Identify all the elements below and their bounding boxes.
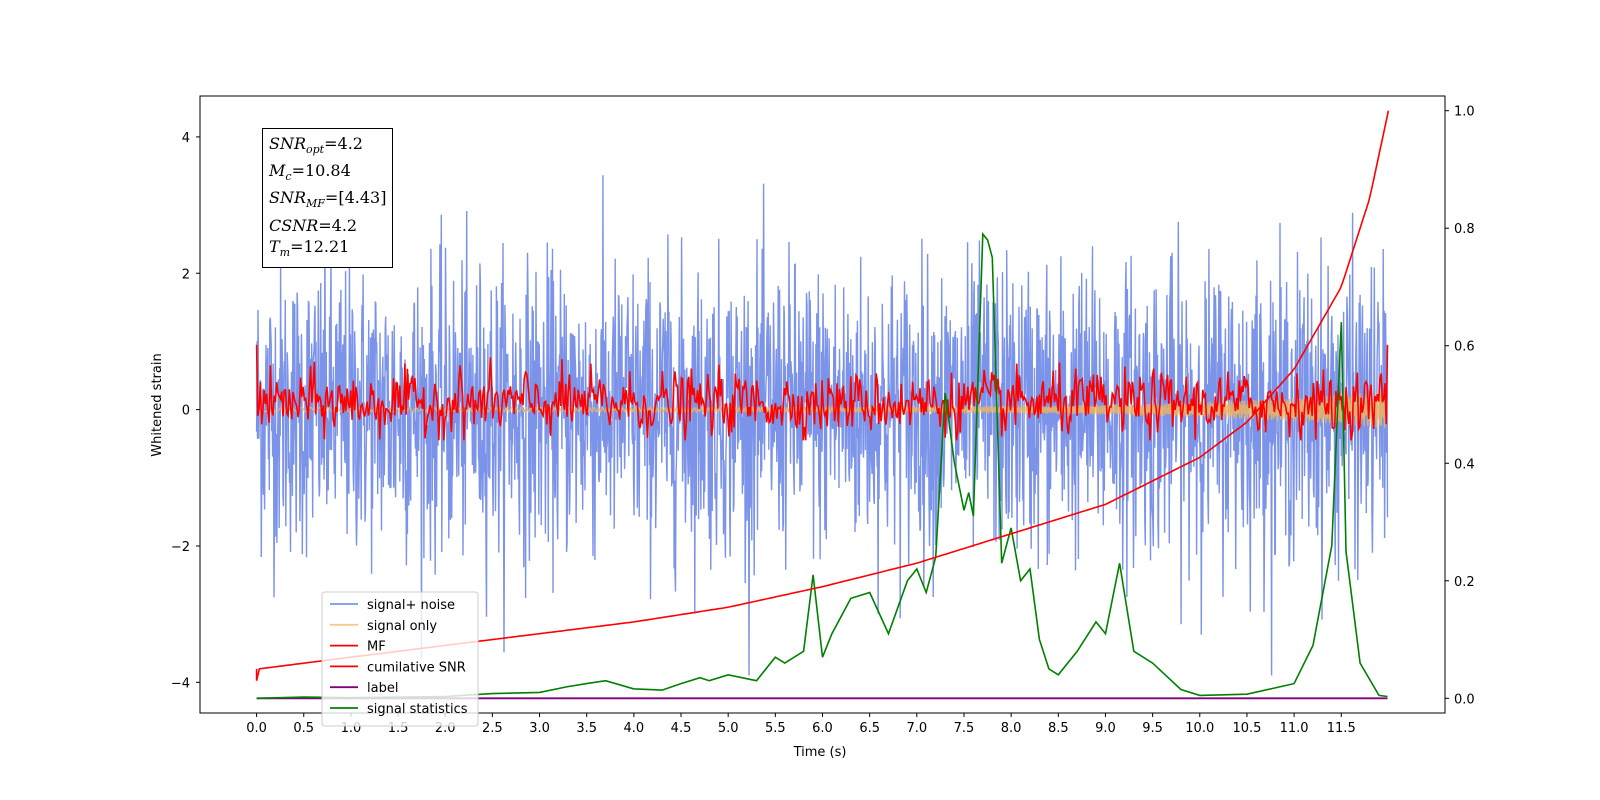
legend-entry: label [367,681,398,696]
annotation-line: CSNR=4.2 [269,215,358,235]
x-tick-label: 3.5 [576,721,597,736]
y-tick-label: 0 [182,404,190,419]
series-signal-noise [255,175,1389,676]
legend-entry: MF [367,640,386,655]
x-tick-label: 11.0 [1280,721,1309,736]
y2-tick-label: 1.0 [1454,105,1475,120]
x-tick-label: 3.0 [529,721,550,736]
x-tick-label: 2.5 [482,721,503,736]
x-tick-label: 4.0 [624,721,645,736]
y-tick-label: −2 [171,540,190,555]
x-tick-label: 0.0 [246,721,267,736]
x-tick-label: 8.5 [1048,721,1069,736]
y2-tick-label: 0.4 [1454,457,1475,472]
x-tick-label: 7.0 [906,721,927,736]
series-mf [255,344,1389,441]
legend-box [321,591,479,727]
y2-tick-label: 0.8 [1454,222,1475,237]
stats-annotation: SNRopt=4.2 Mc=10.84 SNRMF=[4.43] CSNR=4.2 Tm… [262,128,394,268]
annotation-line: Tm=12.21 [269,236,350,259]
y-tick-label: −4 [171,676,190,691]
x-tick-label: 0.5 [293,721,314,736]
y-axis-label: Whitened strain [150,353,165,456]
legend-entry: signal only [367,619,437,634]
y2-tick-label: 0.6 [1454,340,1475,355]
legend-entry: signal statistics [367,702,468,717]
x-tick-label: 7.5 [954,721,975,736]
x-tick-label: 4.5 [671,721,692,736]
x-tick-label: 8.0 [1001,721,1022,736]
x-tick-label: 10.5 [1232,721,1261,736]
x-tick-label: 6.0 [812,721,833,736]
annotation-line: SNRMF=[4.43] [269,188,387,211]
y-tick-label: 2 [182,267,190,282]
x-tick-label: 11.5 [1327,721,1356,736]
legend-entry: cumilative SNR [367,660,466,675]
x-tick-label: 6.5 [859,721,880,736]
annotation-line: SNRopt=4.2 [269,134,363,157]
series-signal-statistics [256,231,1388,700]
x-tick-label: 10.0 [1185,721,1214,736]
x-tick-label: 5.5 [765,721,786,736]
x-tick-label: 5.0 [718,721,739,736]
y-tick-label: 4 [182,131,190,146]
y2-tick-label: 0.0 [1454,692,1475,707]
x-tick-label: 9.5 [1142,721,1163,736]
x-tick-label: 9.0 [1095,721,1116,736]
x-axis-label: Time (s) [793,745,847,760]
annotation-line: Mc=10.84 [269,161,351,184]
y2-tick-label: 0.2 [1454,575,1475,590]
legend-entry: signal+ noise [367,598,455,613]
